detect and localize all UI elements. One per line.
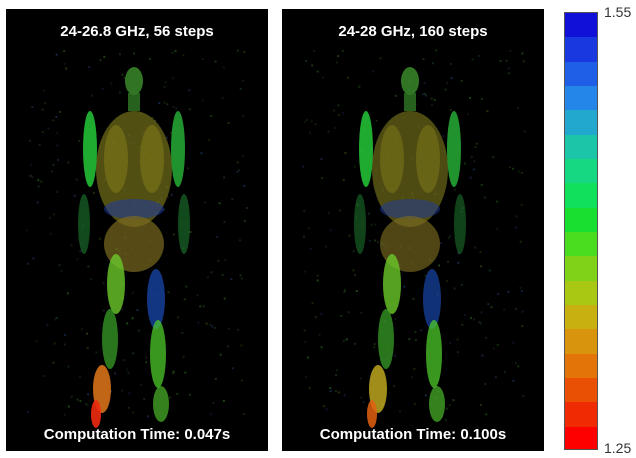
- panel-title: 24-26.8 GHz, 56 steps: [60, 23, 214, 40]
- body-silhouette: [354, 67, 466, 428]
- colorbar-band: [565, 231, 597, 257]
- body-scan-image: [26, 49, 249, 428]
- colorbar-band: [565, 13, 597, 38]
- computation-time-label: Computation Time: 0.047s: [43, 426, 231, 443]
- body-scan-image: [302, 49, 526, 428]
- colorbar: [564, 12, 598, 450]
- colorbar-min-label: 1.25: [604, 440, 632, 456]
- panel-title: 24-28 GHz, 160 steps: [338, 23, 488, 40]
- colorbar-band: [565, 110, 597, 135]
- computation-time-label: Computation Time: 0.100s: [319, 426, 507, 443]
- scan-image-panel-left: 24-26.8 GHz, 56 steps Computation Time: …: [6, 9, 268, 451]
- colorbar-band: [565, 426, 597, 449]
- colorbar-band: [565, 353, 597, 378]
- colorbar-band: [565, 329, 597, 354]
- scan-image-panel-right: 24-28 GHz, 160 steps Computation Time: 0…: [282, 9, 544, 451]
- colorbar-band: [565, 85, 597, 111]
- body-silhouette: [78, 67, 190, 428]
- colorbar-band: [565, 158, 597, 184]
- colorbar-band: [565, 280, 597, 305]
- colorbar-band: [565, 256, 597, 281]
- colorbar-band: [565, 377, 597, 403]
- colorbar-band: [565, 304, 597, 330]
- colorbar-band: [565, 207, 597, 232]
- colorbar-band: [565, 402, 597, 427]
- colorbar-band: [565, 61, 597, 86]
- colorbar-band: [565, 183, 597, 208]
- colorbar-max-label: 1.55: [604, 4, 632, 20]
- colorbar-band: [565, 134, 597, 159]
- colorbar-band: [565, 37, 597, 62]
